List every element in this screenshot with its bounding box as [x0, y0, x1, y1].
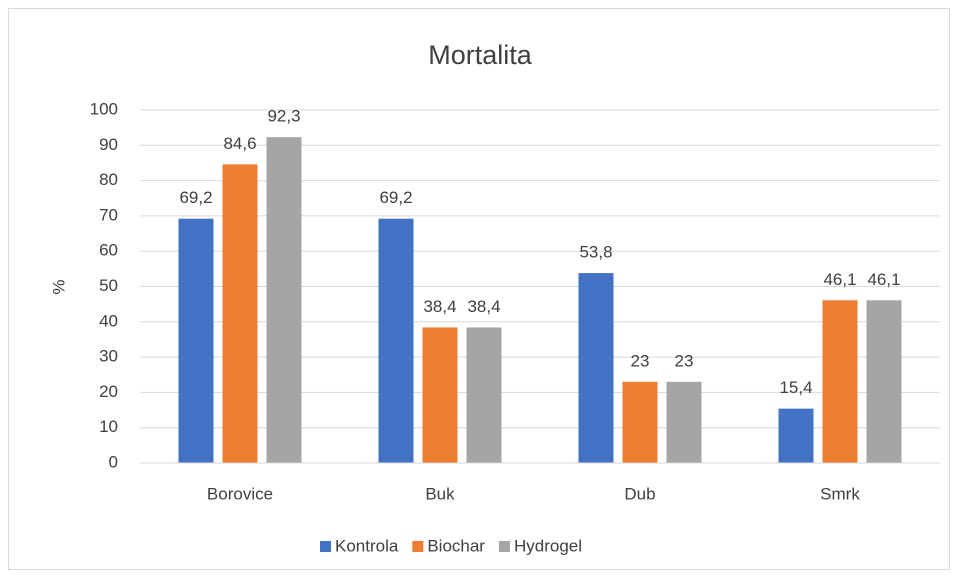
legend-swatch — [412, 541, 424, 552]
bar — [422, 327, 458, 463]
bar — [666, 381, 702, 463]
y-axis-title: % — [49, 279, 68, 294]
data-label: 15,4 — [779, 378, 812, 397]
y-tick-label: 30 — [99, 347, 118, 366]
y-tick-label: 100 — [90, 99, 118, 118]
bar — [378, 218, 414, 463]
y-tick-label: 20 — [99, 382, 118, 401]
x-tick-label: Dub — [624, 484, 655, 503]
bar — [178, 218, 214, 463]
bar — [578, 273, 614, 463]
data-label: 38,4 — [467, 297, 500, 316]
legend-swatch — [320, 541, 331, 552]
chart-title: Mortalita — [428, 40, 533, 70]
y-tick-label: 50 — [99, 276, 118, 295]
legend-swatch — [498, 541, 510, 552]
data-label: 46,1 — [867, 270, 900, 289]
data-label: 23 — [631, 351, 650, 370]
bar — [866, 300, 902, 463]
y-tick-label: 10 — [99, 417, 118, 436]
y-tick-label: 70 — [99, 205, 118, 224]
bar — [466, 327, 502, 463]
legend-label: Hydrogel — [514, 536, 582, 555]
bar — [778, 408, 814, 463]
y-tick-label: 40 — [99, 311, 118, 330]
y-tick-label: 80 — [99, 170, 118, 189]
data-label: 84,6 — [223, 134, 256, 153]
data-label: 46,1 — [823, 270, 856, 289]
data-label: 69,2 — [379, 188, 412, 207]
chart-frame — [8, 8, 950, 570]
data-label: 38,4 — [423, 297, 456, 316]
bar — [822, 300, 858, 463]
x-tick-label: Smrk — [820, 484, 860, 503]
x-tick-label: Buk — [425, 484, 455, 503]
x-tick-label: Borovice — [207, 484, 273, 503]
bar — [222, 164, 258, 463]
data-label: 92,3 — [267, 107, 300, 126]
y-tick-label: 0 — [109, 452, 118, 471]
data-label: 69,2 — [179, 188, 212, 207]
legend-label: Kontrola — [335, 536, 399, 555]
data-label: 23 — [675, 351, 694, 370]
bar — [622, 381, 658, 463]
y-tick-label: 90 — [99, 135, 118, 154]
y-tick-label: 60 — [99, 241, 118, 260]
bar — [266, 137, 302, 463]
legend-label: Biochar — [427, 536, 485, 555]
data-label: 53,8 — [579, 243, 612, 262]
